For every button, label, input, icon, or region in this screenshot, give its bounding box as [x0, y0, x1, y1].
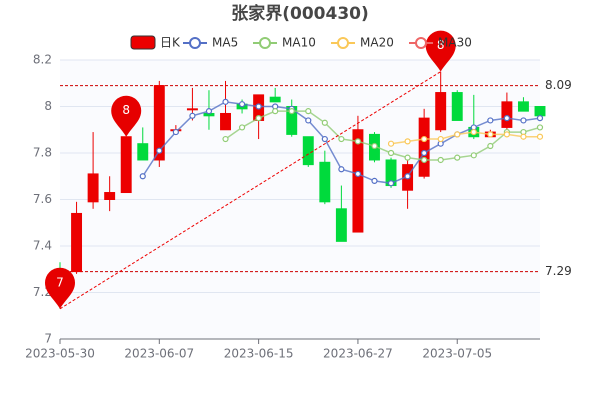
- candle-body: [153, 85, 165, 161]
- mark-line-label: 7.29: [545, 264, 572, 278]
- y-tick-label: 7.8: [33, 146, 52, 160]
- candle-body: [501, 101, 513, 128]
- ma-point: [520, 117, 527, 124]
- x-tick-label: 2023-06-07: [124, 347, 194, 361]
- legend-swatch: [189, 37, 201, 49]
- candle-body: [418, 117, 430, 177]
- ma-point: [520, 133, 527, 140]
- legend-label: MA10: [282, 36, 316, 50]
- ma-point: [354, 138, 362, 145]
- ma-point: [454, 131, 461, 138]
- ma-point: [503, 115, 510, 122]
- ma-point: [454, 154, 461, 161]
- x-tick-label: 2023-07-05: [422, 347, 492, 361]
- y-tick-label: 8.2: [33, 53, 52, 67]
- x-tick-label: 2023-05-30: [25, 347, 95, 361]
- ma-point: [354, 170, 362, 178]
- candle-body: [352, 129, 364, 233]
- ma-line: [390, 131, 540, 145]
- ma-point: [404, 154, 411, 161]
- ma-point: [503, 131, 510, 138]
- ma-point: [288, 108, 295, 115]
- ma-point: [536, 115, 544, 122]
- ma-point: [387, 180, 395, 187]
- ma-point: [404, 173, 411, 180]
- ma-point: [421, 149, 428, 157]
- ma-point: [371, 177, 378, 184]
- candle-body: [335, 208, 347, 242]
- candle-body: [269, 96, 281, 103]
- ma-point: [222, 135, 229, 143]
- candle-body: [120, 136, 132, 194]
- candle-body: [534, 106, 546, 117]
- legend-label: MA5: [212, 36, 238, 50]
- ma-point: [387, 140, 395, 147]
- y-tick-label: 7: [44, 332, 52, 346]
- ma-point: [222, 98, 229, 105]
- legend-swatch: [337, 37, 349, 49]
- mark-pin: [45, 267, 75, 309]
- candle-body: [220, 112, 231, 131]
- candle-body: [71, 212, 83, 273]
- mark-pin-label: 8: [122, 103, 130, 117]
- legend-label: MA20: [360, 36, 394, 50]
- ma-point: [321, 119, 328, 126]
- ma-point: [338, 166, 345, 173]
- candle-body: [319, 161, 331, 203]
- ma-point: [487, 117, 494, 124]
- legend-label: 日K: [160, 36, 181, 50]
- mark-line-label: 8.09: [545, 78, 572, 92]
- y-tick-label: 7.4: [33, 239, 52, 253]
- ma-point: [437, 156, 444, 164]
- legend-swatch: [130, 35, 156, 50]
- x-tick-label: 2023-06-15: [224, 347, 294, 361]
- ma-point: [139, 173, 146, 180]
- ma-point: [272, 108, 279, 115]
- ma-point: [536, 124, 544, 131]
- ma-point: [255, 115, 262, 122]
- ma-point: [421, 156, 428, 164]
- y-tick-label: 8: [44, 99, 52, 113]
- ma-point: [238, 101, 246, 108]
- ma-point: [536, 133, 544, 140]
- ma-point: [387, 149, 395, 157]
- ma-point: [487, 131, 494, 138]
- ma-point: [189, 112, 196, 119]
- ma-point: [338, 135, 345, 143]
- mark-pin: [425, 30, 456, 72]
- legend-label: MA30: [438, 36, 472, 50]
- ma-point: [404, 138, 411, 145]
- ma-point: [470, 128, 477, 136]
- legend-swatch: [415, 37, 427, 49]
- x-tick-label: 2023-06-27: [323, 347, 393, 361]
- y-tick-label: 7.6: [33, 192, 52, 206]
- ma-point: [470, 152, 477, 159]
- chart-title: 张家界(000430): [231, 3, 369, 24]
- candle-body: [451, 92, 463, 121]
- ma-point: [371, 142, 378, 150]
- ma-point: [156, 147, 163, 154]
- ma-point: [238, 124, 246, 131]
- ma-point: [205, 108, 213, 115]
- legend-swatch: [259, 37, 271, 49]
- candle-body: [137, 143, 149, 161]
- candle-body: [517, 101, 529, 112]
- mark-pin: [111, 95, 142, 137]
- ma-point: [305, 108, 312, 115]
- candle-body: [302, 136, 314, 166]
- candle-body: [104, 192, 116, 200]
- candle-body: [87, 173, 99, 203]
- ma-point: [305, 117, 312, 124]
- ma-point: [437, 135, 444, 143]
- ma-point: [255, 103, 262, 110]
- ma-point: [321, 135, 328, 143]
- candle-body: [186, 108, 198, 111]
- ma-point: [172, 128, 179, 136]
- ma-point: [421, 135, 428, 143]
- mark-pin-label: 8: [437, 38, 445, 52]
- mark-pin-label: 7: [56, 275, 64, 289]
- candle-body: [435, 92, 447, 131]
- ma-point: [487, 142, 494, 150]
